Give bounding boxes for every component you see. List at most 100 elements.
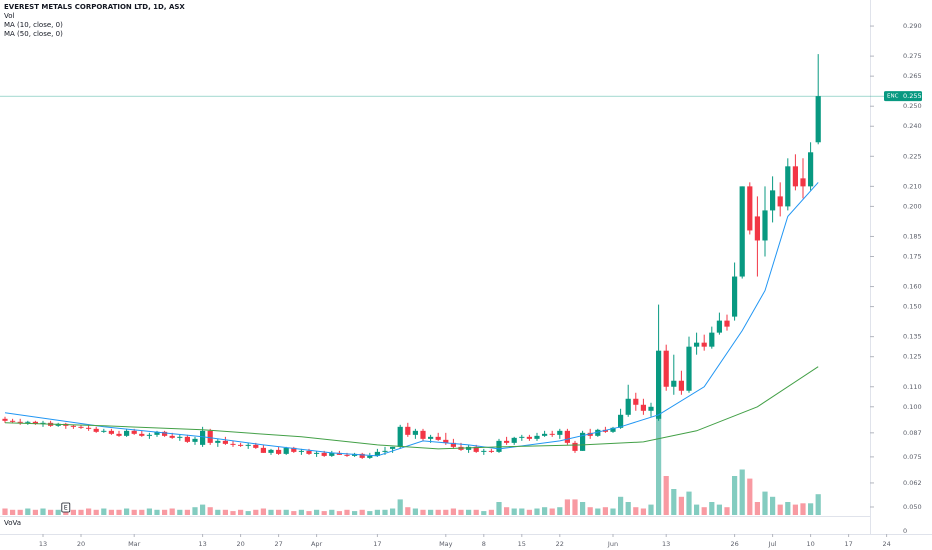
candle-body	[367, 455, 373, 458]
y-tick-label: 0.062	[903, 479, 922, 487]
volume-bar	[48, 509, 54, 515]
volume-bar	[716, 504, 722, 515]
candle-body	[770, 190, 776, 211]
x-tick-label: 15	[518, 540, 526, 548]
volume-bar	[542, 507, 548, 515]
candle-body	[101, 430, 107, 432]
candle-body	[777, 196, 783, 207]
volume-bar	[785, 502, 791, 515]
candle-body	[754, 216, 760, 241]
candle-body	[572, 442, 578, 451]
candle-body	[656, 350, 662, 419]
candle-body	[131, 430, 137, 434]
volume-bar	[496, 502, 502, 515]
y-tick-label: 0.290	[903, 22, 922, 30]
volume-bar	[473, 509, 479, 515]
x-tick-label: 22	[556, 540, 564, 548]
candle-body	[86, 427, 92, 429]
volume-bar	[276, 509, 282, 515]
volume-bar	[268, 509, 274, 515]
candle-body	[154, 431, 160, 435]
x-tick-label: 26	[730, 540, 738, 548]
volume-bar	[724, 507, 730, 515]
candle-body	[238, 444, 244, 446]
candle-body	[2, 418, 8, 421]
candle-body	[207, 430, 213, 443]
candle-body	[390, 446, 396, 449]
y-tick-label: 0.087	[903, 429, 922, 437]
y-tick-label: 0.135	[903, 333, 922, 341]
volume-bar	[511, 508, 517, 515]
volume-bar	[450, 508, 456, 515]
volume-bar	[648, 504, 654, 515]
volume-bar	[466, 509, 472, 515]
volume-legend: Vol	[4, 12, 15, 20]
volume-bar	[177, 509, 183, 515]
x-tick-label: Apr	[311, 540, 323, 548]
candle-body	[534, 435, 540, 439]
candle-body	[435, 436, 441, 440]
candle-body	[640, 404, 646, 411]
volume-bar	[78, 509, 84, 515]
volume-bar	[435, 509, 441, 515]
candle-body	[762, 210, 768, 241]
candle-body	[625, 398, 631, 415]
candle-body	[709, 332, 715, 347]
x-tick-label: Jun	[607, 540, 618, 548]
candle-body	[519, 436, 525, 438]
volume-bar	[108, 509, 114, 515]
ma-legend: MA (10, close, 0)	[4, 21, 63, 29]
y-tick-label: 0.185	[903, 232, 922, 240]
candle-body	[580, 432, 586, 451]
volume-bar	[747, 478, 753, 515]
volume-bar	[671, 489, 677, 515]
volume-bar	[633, 507, 639, 515]
ma-line	[4, 182, 819, 457]
vova-legend: VoVa	[4, 519, 21, 527]
candle-body	[739, 186, 745, 277]
volume-bar	[610, 508, 616, 515]
candle-body	[808, 152, 814, 187]
y-tick-label: 0.200	[903, 202, 922, 210]
volume-bar	[146, 508, 152, 515]
vova-tick-label: 0	[903, 527, 907, 535]
y-tick-label: 0.175	[903, 252, 922, 260]
candle-body	[253, 444, 259, 448]
volume-bar	[663, 476, 669, 515]
x-tick-label: 13	[39, 540, 47, 548]
candle-body	[222, 440, 228, 444]
volume-bar	[253, 509, 259, 515]
candle-body	[473, 446, 479, 452]
candle-body	[314, 452, 320, 454]
volume-bar	[298, 509, 304, 515]
volume-bar	[222, 509, 228, 515]
volume-bar	[625, 502, 631, 515]
candle-body	[397, 426, 403, 447]
candle-body	[701, 342, 707, 347]
volume-bar	[602, 507, 608, 515]
volume-bar	[374, 509, 380, 515]
volume-bar	[116, 509, 122, 515]
x-tick-label: 8	[482, 540, 486, 548]
volume-bar	[306, 511, 312, 515]
volume-bar	[732, 476, 738, 515]
volume-bar	[777, 504, 783, 515]
volume-bar	[656, 385, 662, 515]
candle-body	[177, 436, 183, 438]
candle-body	[359, 453, 365, 458]
candle-body	[663, 350, 669, 387]
volume-bar	[534, 508, 540, 515]
volume-bar	[314, 509, 320, 515]
volume-bar	[207, 507, 213, 515]
volume-bar	[526, 509, 532, 515]
candle-body	[184, 436, 190, 442]
volume-bar	[215, 509, 221, 515]
x-tick-label: 20	[77, 540, 85, 548]
candle-body	[291, 447, 297, 452]
y-tick-label: 0.125	[903, 353, 922, 361]
candle-body	[139, 433, 145, 436]
volume-bar	[93, 509, 99, 515]
y-tick-label: 0.160	[903, 283, 922, 291]
candle-body	[245, 444, 251, 446]
candle-body	[382, 450, 388, 452]
